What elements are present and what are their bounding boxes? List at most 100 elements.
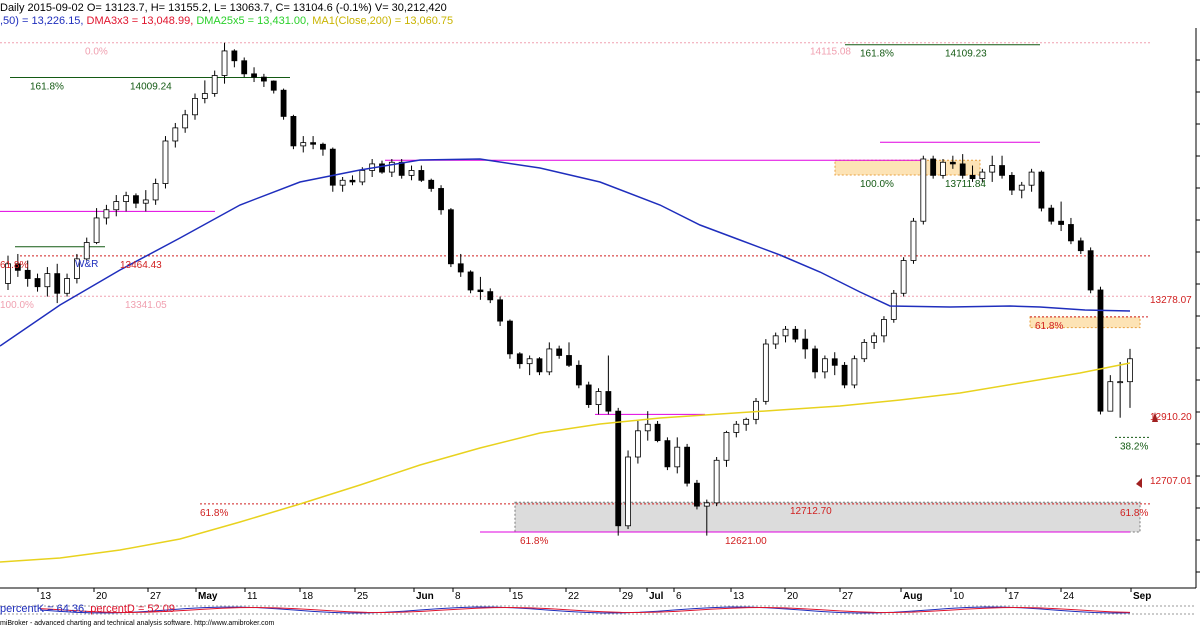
candle-body <box>989 165 996 173</box>
x-tick-label: 27 <box>150 591 162 602</box>
candle-body <box>251 73 257 78</box>
x-tick-label: May <box>198 591 218 602</box>
candle-body <box>428 179 435 189</box>
candle-body <box>930 158 937 176</box>
x-tick-label: 27 <box>842 591 854 602</box>
candle-body <box>634 430 641 458</box>
fib-label: 0.0% <box>85 47 108 58</box>
fib-lines <box>0 42 1150 533</box>
percentk-line <box>39 606 1131 614</box>
candle-body <box>73 258 80 279</box>
candle-body <box>438 188 444 211</box>
x-tick-label: 29 <box>622 591 634 602</box>
candle-body <box>821 358 828 373</box>
candle-body <box>910 220 917 261</box>
candle-body <box>497 299 504 322</box>
fib-label: 14109.23 <box>945 49 987 60</box>
x-tick-label: 13 <box>40 591 52 602</box>
candles <box>5 42 1133 536</box>
candle-body <box>300 142 307 147</box>
candle-body <box>526 358 533 365</box>
candle-body <box>782 328 789 337</box>
candle-body <box>418 170 425 181</box>
candle-body <box>211 75 218 94</box>
fib-label: 61.8% <box>520 536 548 547</box>
candle-body <box>290 116 297 147</box>
fib-label: 100.0% <box>0 300 34 311</box>
x-tick-label: Jun <box>416 591 434 602</box>
candle-body <box>133 195 139 204</box>
candle-body <box>487 291 494 301</box>
candle-body <box>871 335 878 343</box>
candle-body <box>713 459 720 504</box>
candle-body <box>546 348 553 373</box>
percentk-value: = 64.36, <box>47 603 88 615</box>
fib-label: 13711.84 <box>945 179 986 190</box>
fib-label: 12712.70 <box>790 506 832 517</box>
candle-body <box>1028 171 1035 186</box>
candle-body <box>644 423 651 432</box>
candle-body <box>792 328 799 340</box>
fib-label: W&R <box>75 259 98 270</box>
x-tick-label: 20 <box>787 591 799 602</box>
candle-body <box>64 278 70 294</box>
candle-body <box>5 263 11 284</box>
candle-body <box>44 273 51 288</box>
candle-body <box>772 335 779 345</box>
candle-body <box>536 358 543 373</box>
candle-body <box>93 217 100 243</box>
candle-body <box>575 364 582 386</box>
candle-body <box>398 161 405 176</box>
candle-body <box>595 391 602 406</box>
candle-body <box>1097 289 1104 412</box>
fib-label: 12621.00 <box>725 536 767 547</box>
candle-body <box>241 60 248 75</box>
candle-body <box>900 260 907 294</box>
fib-label: 161.8% <box>860 49 894 60</box>
candle-body <box>684 446 691 484</box>
candle-body <box>1077 240 1084 252</box>
x-tick-label: 22 <box>568 591 580 602</box>
candle-body <box>172 127 179 142</box>
candle-body <box>231 50 238 62</box>
candle-body <box>1127 358 1133 383</box>
candle-body <box>940 161 946 176</box>
candle-body <box>457 263 464 273</box>
candle-body <box>1087 250 1094 291</box>
candle-body <box>566 355 572 366</box>
candle-body <box>831 358 838 366</box>
candle-body <box>762 343 769 402</box>
candle-body <box>674 446 681 468</box>
candle-body <box>142 199 149 204</box>
candle-body <box>851 358 858 386</box>
stochastic-panel <box>0 605 1196 615</box>
x-tick-label: 6 <box>676 591 682 602</box>
candle-body <box>359 170 366 183</box>
candle-body <box>1107 381 1114 412</box>
fib-label: 61.8% <box>1035 321 1063 332</box>
candle-body <box>280 89 287 117</box>
candle-body <box>329 148 336 186</box>
candle-body <box>270 80 277 91</box>
candle-body <box>1117 381 1124 384</box>
x-tick-label: Aug <box>903 591 922 602</box>
candle-body <box>152 183 159 201</box>
candle-body <box>753 400 759 420</box>
candle-body <box>192 98 198 116</box>
credit-line: miBroker - advanced charting and technic… <box>0 620 275 627</box>
candle-body <box>664 440 671 468</box>
x-tick-label: 10 <box>953 591 965 602</box>
candle-body <box>861 341 868 360</box>
candle-body <box>123 195 130 202</box>
candle-body <box>1038 171 1045 209</box>
x-tick-label: 24 <box>1063 591 1075 602</box>
percentd-label: percentD <box>90 603 135 615</box>
candle-body <box>113 201 120 211</box>
x-tick-label: Sep <box>1133 591 1151 602</box>
x-tick-label: Jul <box>649 591 664 602</box>
fib-zones <box>514 159 1141 533</box>
ma200-polyline <box>0 362 1131 563</box>
candle-body <box>654 423 661 442</box>
candle-body <box>615 410 622 527</box>
